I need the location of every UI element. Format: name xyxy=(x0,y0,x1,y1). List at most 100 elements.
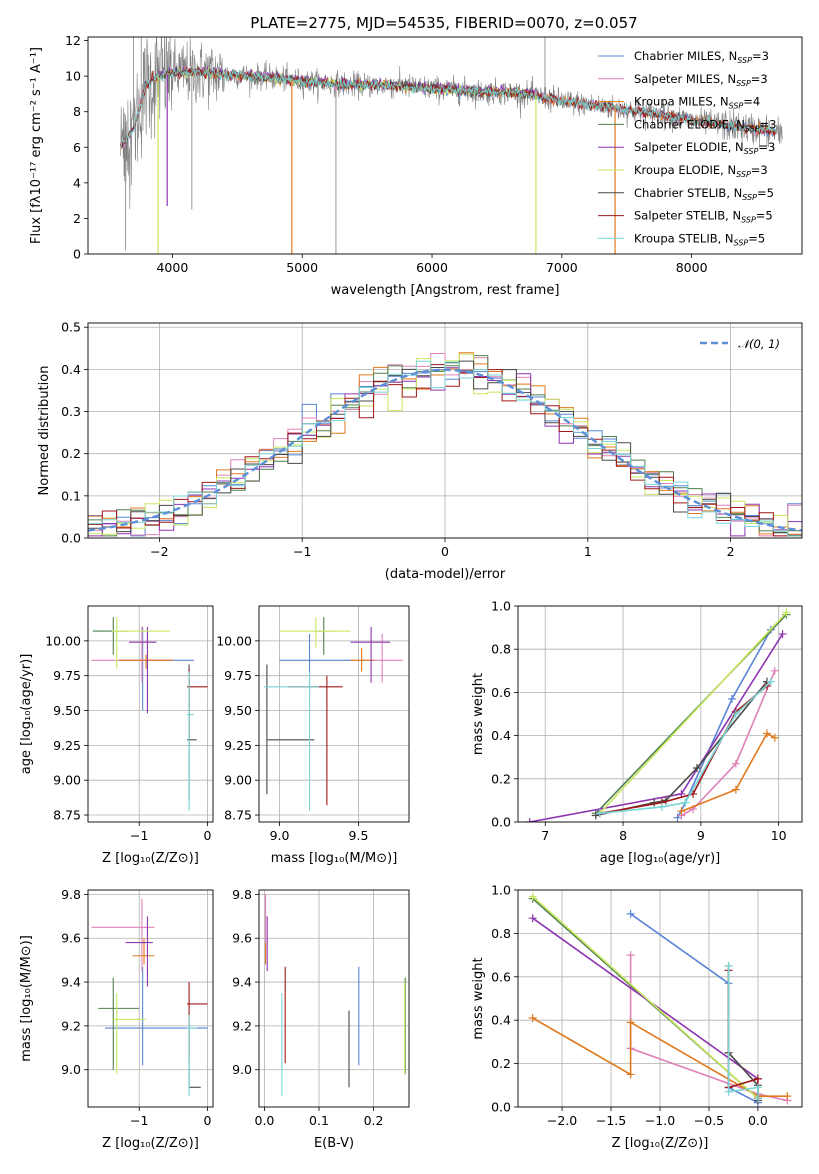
y-tick-label: 9.00 xyxy=(224,773,252,788)
y-tick-label: 0.2 xyxy=(491,771,511,786)
x-tick-label: 0.2 xyxy=(364,1113,384,1128)
y-axis-label: mass weight xyxy=(471,673,486,755)
spectrum-panel: 4000 5000 6000 7000 8000 0 2 4 6 8 10 12 wavelength … xyxy=(29,33,803,298)
x-tick-label: 0 xyxy=(441,544,449,559)
x-tick-label: −0.5 xyxy=(694,1113,724,1128)
x-tick-label: −1 xyxy=(130,828,148,843)
y-tick-label: 0.0 xyxy=(491,815,511,830)
histogram-salpeter-stelib xyxy=(88,364,802,537)
mass-vs-z-panel: −1 0 9.0 9.2 9.4 9.6 9.8 Z [log₁₀(Z/Z⊙)] mass [l… xyxy=(19,887,214,1151)
mass-vs-z-plot-area xyxy=(91,898,208,1097)
x-tick-label: −2 xyxy=(150,544,168,559)
x-tick-label: 8 xyxy=(619,828,627,843)
series-kroupa-miles-marker xyxy=(626,1018,635,1027)
series-salpeter-miles-marker xyxy=(731,759,740,768)
series-salpeter-elodie-line xyxy=(529,633,784,822)
y-tick-label: 0.2 xyxy=(61,446,81,461)
legend-entry: Chabrier MILES, NSSP=3 xyxy=(634,49,769,65)
y-tick-label: 8 xyxy=(73,104,81,119)
series-kroupa-elodie-marker xyxy=(528,892,537,901)
x-tick-label: 9 xyxy=(697,828,705,843)
x-tick-label: 5000 xyxy=(286,260,318,275)
series-kroupa-stelib-marker xyxy=(595,809,604,818)
y-tick-label: 9.25 xyxy=(53,738,81,753)
x-tick-label: −1.0 xyxy=(645,1113,675,1128)
series-salpeter-miles-marker xyxy=(626,951,635,960)
series-kroupa-stelib-marker xyxy=(753,1083,762,1092)
residual-histogram-panel: −2 −1 0 1 2 0.0 0.1 0.2 0.3 0.4 0.5 (data-model)/er… xyxy=(37,320,803,582)
y-tick-label: 0.6 xyxy=(491,685,511,700)
legend-entry: Chabrier STELIB, NSSP=5 xyxy=(634,186,774,202)
x-tick-label: 2 xyxy=(727,544,735,559)
x-tick-label: 4000 xyxy=(156,260,188,275)
series-salpeter-miles-line xyxy=(629,955,788,1102)
series-salpeter-elodie-line xyxy=(532,917,759,1080)
series-kroupa-stelib-marker xyxy=(724,961,733,970)
x-axis-label: age [log₁₀(age/yr)] xyxy=(600,851,721,866)
series-kroupa-stelib-marker xyxy=(731,710,740,718)
y-tick-label: 0.8 xyxy=(491,642,511,657)
y-tick-label: 10 xyxy=(65,69,81,84)
series-kroupa-stelib-marker xyxy=(724,1087,733,1096)
series-kroupa-miles-marker xyxy=(528,1014,537,1023)
series-kroupa-stelib-line xyxy=(727,966,759,1099)
x-axis-label: wavelength [Angstrom, rest frame] xyxy=(331,283,560,298)
x-tick-label: 0.0 xyxy=(255,1113,275,1128)
axes-frame xyxy=(258,889,410,1108)
x-tick-label: 10 xyxy=(771,828,787,843)
model-spectrum-kroupa-stelib xyxy=(120,67,776,149)
residual-histogram-plot-area xyxy=(88,352,802,537)
axes-frame xyxy=(87,605,214,823)
mass-weight-vs-z-plot-area xyxy=(528,892,792,1107)
y-tick-label: 0.4 xyxy=(491,1013,511,1028)
mass-weight-vs-age-panel: 7 8 9 10 0.0 0.2 0.4 0.6 0.8 1.0 age [log₁₀(age/yr… xyxy=(471,599,803,866)
x-axis-label: Z [log₁₀(Z/Z⊙)] xyxy=(612,1136,709,1151)
series-kroupa-miles-marker xyxy=(626,1070,635,1079)
legend-entry-normal: 𝒩(0, 1) xyxy=(738,337,780,351)
series-kroupa-stelib-marker xyxy=(766,677,775,686)
x-tick-label: 8000 xyxy=(676,260,708,275)
series-kroupa-miles-marker xyxy=(762,729,771,738)
y-tick-label: 9.6 xyxy=(61,931,81,946)
age-vs-mass-panel: 9.0 9.5 8.75 9.00 9.25 9.50 9.75 10.00 mass [log… xyxy=(216,605,410,866)
x-tick-label: 0 xyxy=(204,1113,212,1128)
series-kroupa-miles-marker xyxy=(783,1092,792,1101)
legend-entry: Kroupa ELODIE, NSSP=3 xyxy=(634,163,768,179)
axes-frame xyxy=(517,605,803,823)
series-kroupa-miles-marker xyxy=(677,807,686,816)
series-kroupa-stelib-marker xyxy=(681,798,690,807)
y-tick-label: 9.75 xyxy=(224,668,252,683)
y-tick-label: 0.2 xyxy=(491,1056,511,1071)
x-tick-label: 0.1 xyxy=(309,1113,329,1128)
axes-frame xyxy=(87,889,214,1108)
y-axis-label: mass [log₁₀(M/M⊙)] xyxy=(19,935,34,1062)
series-salpeter-stelib-line xyxy=(727,970,759,1099)
y-tick-label: 10.00 xyxy=(216,633,252,648)
y-tick-label: 8.75 xyxy=(53,808,81,823)
y-tick-label: 9.00 xyxy=(53,773,81,788)
y-tick-label: 9.4 xyxy=(232,975,252,990)
series-salpeter-miles-marker xyxy=(770,666,779,675)
y-tick-label: 9.75 xyxy=(53,668,81,683)
axes-frame xyxy=(517,889,803,1108)
y-tick-label: 9.0 xyxy=(61,1062,81,1077)
y-tick-label: 2 xyxy=(73,211,81,226)
series-kroupa-elodie-line xyxy=(532,895,759,1099)
y-tick-label: 8.75 xyxy=(224,808,252,823)
y-axis-label: Flux [fλ10⁻¹⁷ erg cm⁻² s⁻¹ A⁻¹] xyxy=(29,47,44,244)
x-tick-label: 9.0 xyxy=(270,828,290,843)
x-tick-label: −1.5 xyxy=(596,1113,626,1128)
series-kroupa-stelib-marker xyxy=(657,802,666,811)
series-salpeter-elodie-marker xyxy=(528,914,537,923)
series-salpeter-miles-line xyxy=(681,670,776,817)
series-chabrier-stelib-marker xyxy=(591,811,600,820)
y-tick-label: 1.0 xyxy=(491,599,511,614)
mass-weight-vs-z-panel: −2.0 −1.5 −1.0 −0.5 0.0 0.0 0.2 0.4 0.6 0.8 1.0 Z [… xyxy=(471,883,803,1151)
y-tick-label: 12 xyxy=(65,33,81,48)
x-axis-label: (data-model)/error xyxy=(385,567,506,582)
y-axis-label: age [log₁₀(age/yr)] xyxy=(19,654,34,775)
x-axis-label: Z [log₁₀(Z/Z⊙)] xyxy=(102,851,199,866)
x-tick-label: 7 xyxy=(541,828,549,843)
